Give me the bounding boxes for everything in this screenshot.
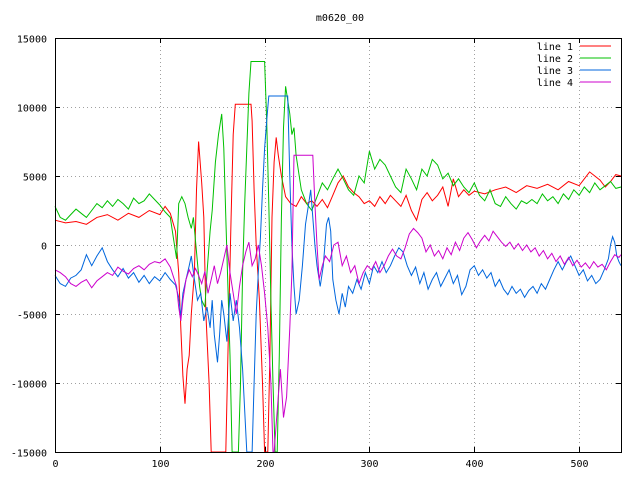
x-tick-label: 500 — [570, 459, 588, 470]
series-lines — [54, 61, 622, 453]
y-tick-label: 10000 — [17, 104, 47, 115]
y-tick-label: -15000 — [11, 449, 47, 460]
legend-label-2: line 2 — [537, 54, 573, 65]
y-tick-label: 0 — [41, 242, 47, 253]
y-tick-label: 5000 — [23, 173, 47, 184]
grid-lines — [55, 38, 621, 453]
legend-label-3: line 3 — [537, 66, 573, 77]
x-tick-label: 400 — [465, 459, 483, 470]
y-tick-label: 15000 — [17, 35, 47, 46]
chart-title: m0620_00 — [316, 13, 364, 24]
legend-label-4: line 4 — [537, 78, 573, 89]
tick-labels: 0 100 200 300 400 500 -15000 -10000 -5000 0 5000 10… — [11, 35, 589, 471]
x-tick-label: 0 — [52, 459, 58, 470]
plot-frame — [55, 38, 622, 453]
x-tick-label: 100 — [151, 459, 169, 470]
series-line-1 — [54, 103, 622, 453]
x-tick-label: 200 — [256, 459, 274, 470]
y-tick-label: -5000 — [17, 311, 47, 322]
series-line-4 — [54, 154, 622, 453]
legend-label-1: line 1 — [537, 42, 573, 53]
x-tick-label: 300 — [360, 459, 378, 470]
y-tick-label: -10000 — [11, 380, 47, 391]
series-line-2 — [54, 61, 622, 453]
